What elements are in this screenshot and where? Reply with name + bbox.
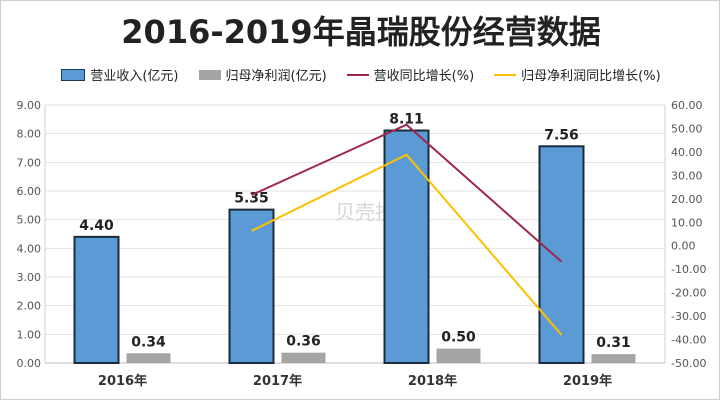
- left-tick-label: 8.00: [17, 128, 42, 141]
- legend-item-revenue: 营业收入(亿元): [61, 65, 179, 84]
- right-tick-label: -20.00: [671, 287, 706, 300]
- right-tick-label: 0.00: [671, 240, 696, 253]
- bar-revenue: [383, 129, 430, 364]
- chart-legend: 营业收入(亿元) 归母净利润(亿元) 营收同比增长(%) 归母净利润同比增长(%…: [1, 65, 720, 84]
- legend-swatch-revenue: [61, 68, 86, 81]
- right-tick-label: 60.00: [671, 99, 703, 112]
- left-tick-label: 9.00: [17, 99, 42, 112]
- right-tick-label: 50.00: [671, 122, 703, 135]
- bar-net-profit: [436, 348, 481, 363]
- left-tick-label: 2.00: [17, 300, 42, 313]
- data-label-net-profit: 0.50: [441, 330, 476, 346]
- line-revenue-growth: [251, 123, 563, 263]
- category-label: 2018年: [408, 373, 457, 389]
- legend-label-revenue-growth: 营收同比增长(%): [373, 69, 475, 84]
- line-profit-growth: [251, 153, 563, 336]
- legend-swatch-net-profit: [198, 69, 221, 80]
- right-tick-label: -50.00: [671, 357, 706, 370]
- data-label-revenue: 8.11: [389, 112, 424, 128]
- left-tick-label: 4.00: [17, 242, 42, 255]
- legend-swatch-revenue-growth: [346, 73, 369, 76]
- data-label-net-profit: 0.36: [286, 334, 321, 350]
- right-tick-label: 10.00: [671, 216, 703, 229]
- data-label-revenue: 5.35: [234, 191, 269, 207]
- bar-revenue: [228, 208, 275, 364]
- left-tick-label: 6.00: [17, 185, 42, 198]
- chart-title: 2016-2019年晶瑞股份经营数据: [121, 13, 601, 51]
- bar-net-profit: [126, 353, 171, 363]
- legend-swatch-profit-growth: [494, 73, 517, 76]
- legend-label-profit-growth: 归母净利润同比增长(%): [521, 69, 661, 84]
- bar-net-profit: [591, 354, 636, 363]
- bar-revenue: [73, 235, 120, 364]
- left-tick-label: 1.00: [17, 328, 42, 341]
- category-label: 2017年: [253, 373, 302, 389]
- legend-label-revenue: 营业收入(亿元): [90, 69, 179, 84]
- right-tick-label: 40.00: [671, 146, 703, 159]
- data-label-revenue: 4.40: [79, 218, 114, 234]
- left-tick-label: 5.00: [17, 214, 42, 227]
- legend-label-net-profit: 归母净利润(亿元): [225, 69, 327, 84]
- right-tick-label: -40.00: [671, 334, 706, 347]
- right-tick-label: 30.00: [671, 169, 703, 182]
- bar-net-profit: [281, 352, 326, 363]
- left-tick-label: 7.00: [17, 156, 42, 169]
- left-tick-label: 3.00: [17, 271, 42, 284]
- right-tick-label: -10.00: [671, 263, 706, 276]
- category-label: 2016年: [98, 373, 147, 389]
- right-tick-label: 20.00: [671, 193, 703, 206]
- data-label-net-profit: 0.31: [596, 335, 631, 351]
- legend-item-profit-growth: 归母净利润同比增长(%): [494, 65, 661, 84]
- left-tick-label: 0.00: [17, 357, 42, 370]
- bar-revenue: [538, 145, 585, 364]
- category-label: 2019年: [563, 373, 612, 389]
- data-label-revenue: 7.56: [544, 127, 579, 143]
- legend-item-net-profit: 归母净利润(亿元): [198, 65, 327, 84]
- data-label-net-profit: 0.34: [131, 334, 166, 350]
- legend-item-revenue-growth: 营收同比增长(%): [346, 65, 475, 84]
- right-tick-label: -30.00: [671, 310, 706, 323]
